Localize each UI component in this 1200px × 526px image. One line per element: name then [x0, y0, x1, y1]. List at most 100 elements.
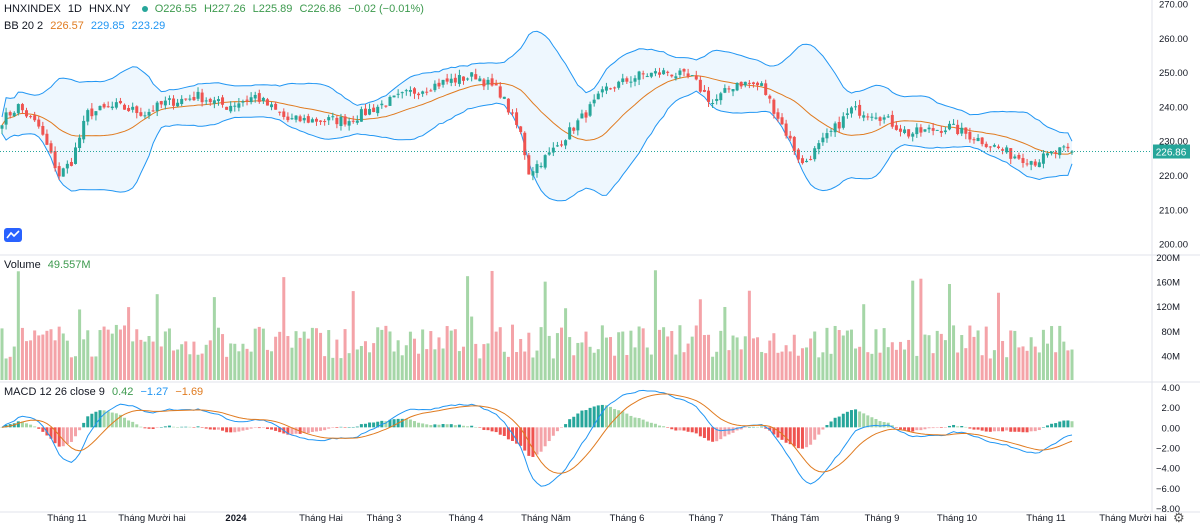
macd-histogram-bar	[225, 427, 229, 433]
candle	[739, 81, 743, 87]
macd-histogram-bar	[776, 427, 780, 438]
candle	[319, 120, 323, 122]
candle	[417, 93, 421, 96]
candle	[506, 98, 510, 113]
candle	[61, 168, 65, 177]
volume-bar	[433, 349, 437, 380]
tradingview-logo-icon[interactable]	[4, 228, 22, 242]
volume-bar	[641, 328, 645, 380]
volume-bar	[25, 341, 29, 380]
volume-bar	[707, 334, 711, 380]
volume-bar	[319, 332, 323, 380]
candle	[102, 104, 106, 108]
volume-bar	[580, 342, 584, 380]
macd-histogram-bar	[849, 410, 853, 428]
macd-histogram-bar	[335, 427, 339, 428]
macd-histogram-bar	[727, 427, 731, 435]
volume-bar	[400, 355, 404, 380]
candle	[94, 111, 98, 116]
volume-bar	[882, 328, 886, 380]
candle	[776, 112, 780, 119]
macd-histogram-bar	[609, 406, 613, 428]
volume-bar	[555, 333, 559, 380]
candle	[135, 106, 139, 114]
candle	[609, 88, 613, 90]
candle	[551, 147, 555, 153]
volume-bar	[147, 336, 151, 380]
macd-histogram-bar	[20, 421, 24, 428]
candle	[653, 71, 657, 74]
volume-bar	[792, 334, 796, 380]
volume-bar	[645, 347, 649, 380]
time-axis-label: Tháng Hai	[299, 513, 343, 524]
macd-histogram-bar	[805, 427, 809, 448]
change-value: −0.02 (−0.01%)	[348, 3, 424, 15]
volume-bar	[715, 351, 719, 380]
volume-bar	[768, 340, 772, 380]
macd-histogram-bar	[310, 427, 314, 432]
volume-bar	[8, 356, 12, 380]
candle	[780, 117, 784, 125]
volume-bar	[155, 294, 159, 380]
volume-tick-label: 120M	[1156, 302, 1180, 313]
candle	[1037, 162, 1041, 168]
macd-histogram-bar	[368, 422, 372, 428]
volume-bar	[690, 336, 694, 380]
macd-histogram-bar	[437, 424, 441, 428]
time-axis-label: Tháng 3	[367, 513, 402, 524]
macd-histogram-bar	[290, 427, 294, 435]
candle	[580, 113, 584, 119]
macd-histogram-bar	[388, 419, 392, 428]
candle	[927, 127, 931, 130]
gear-icon[interactable]: ⚙	[1173, 510, 1185, 525]
macd-histogram-bar	[453, 425, 457, 428]
volume-bar	[212, 297, 216, 380]
volume-bar	[457, 351, 461, 380]
volume-bar	[429, 331, 433, 380]
macd-histogram-bar	[4, 424, 8, 428]
macd-histogram-bar	[466, 426, 470, 428]
candle	[490, 78, 494, 86]
price-tick-label: 240.00	[1159, 102, 1188, 113]
candle	[474, 74, 478, 80]
candle	[690, 75, 694, 77]
macd-histogram-bar	[719, 427, 723, 440]
macd-histogram-bar	[339, 426, 343, 428]
macd-histogram-bar	[760, 426, 764, 428]
candle	[0, 125, 4, 129]
candle	[600, 89, 604, 93]
volume-bar	[523, 351, 527, 380]
volume-bar	[4, 358, 8, 380]
macd-histogram-bar	[792, 427, 796, 447]
macd-histogram-bar	[37, 427, 41, 429]
macd-histogram-bar	[572, 416, 576, 428]
volume-bar	[911, 280, 915, 380]
volume-bar	[216, 327, 220, 380]
volume-bar	[1037, 352, 1041, 380]
volume-bar	[743, 336, 747, 380]
volume-bar	[233, 343, 237, 380]
volume-bar	[821, 352, 825, 380]
volume-bar	[61, 333, 65, 380]
volume-bar	[739, 349, 743, 380]
macd-histogram-bar	[123, 417, 127, 428]
volume-bar	[437, 337, 441, 380]
price-tick-label: 260.00	[1159, 34, 1188, 45]
volume-bar	[1009, 330, 1013, 380]
candle	[841, 116, 845, 128]
volume-bar	[858, 346, 862, 380]
candle	[1009, 148, 1013, 159]
candle	[147, 111, 151, 116]
volume-bar	[1025, 350, 1029, 380]
candle	[833, 123, 837, 133]
volume-bar	[698, 299, 702, 380]
candle	[952, 123, 956, 125]
candle	[756, 82, 760, 86]
candle	[327, 117, 331, 121]
macd-histogram-bar	[192, 427, 196, 428]
macd-histogram-bar	[645, 421, 649, 428]
candle	[253, 94, 257, 99]
candle	[180, 98, 184, 105]
macd-histogram-bar	[172, 426, 176, 428]
